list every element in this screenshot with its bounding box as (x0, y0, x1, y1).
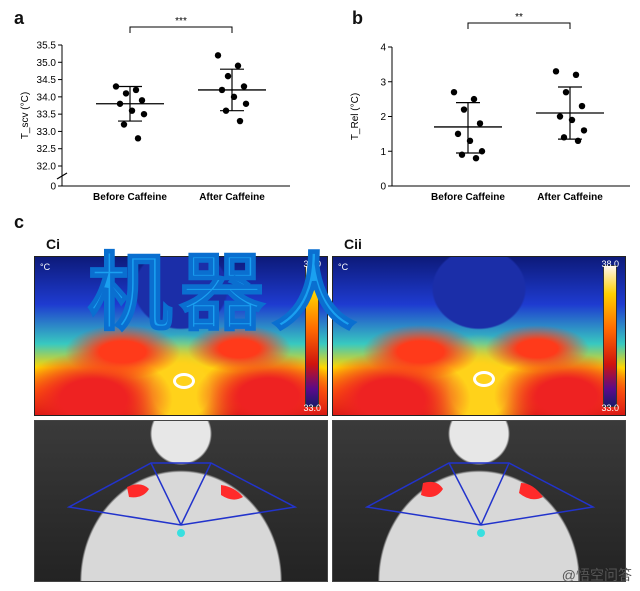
significance-marker: *** (175, 16, 187, 27)
data-point (242, 100, 250, 107)
data-point (562, 88, 570, 96)
data-point (450, 88, 458, 96)
significance-marker: ** (515, 12, 523, 23)
y-tick-label: 33.5 (37, 110, 57, 121)
data-point (470, 95, 478, 103)
data-point (454, 130, 462, 138)
data-point (578, 102, 586, 110)
landmark-overlay (66, 462, 298, 537)
data-point (236, 117, 244, 125)
source-logo: @悟空问答 (561, 567, 632, 583)
y-tick-label: 32.5 (37, 144, 57, 155)
thermal-unit-label: °C (338, 262, 349, 272)
watermark-text: 机器人 (87, 245, 365, 341)
data-point (552, 68, 560, 75)
y-tick-label: 34.0 (37, 92, 57, 103)
y-axis-label: T_scv (°C) (20, 92, 31, 139)
color-scale-min: 33.0 (303, 403, 321, 413)
thermal-heatmap (333, 257, 625, 415)
roi-ring-marker (473, 371, 495, 387)
grayscale-photo-cii (332, 420, 626, 582)
x-category-label: After Caffeine (537, 192, 603, 203)
color-scale-bar (603, 265, 617, 407)
grayscale-photo-ci (34, 420, 328, 582)
y-tick-label: 35.5 (37, 41, 57, 52)
y-tick-label: 32.0 (37, 162, 57, 173)
axis-break-mark (56, 172, 68, 180)
chart-a: 32.0 32.5 33.0 33.5 34.0 34.5 35.0 35.5 0 T_scv (… (20, 16, 290, 203)
data-point (122, 90, 130, 97)
data-point (138, 97, 146, 104)
data-point (134, 135, 142, 142)
significance-bracket (129, 26, 233, 33)
chart-b: 0 1 2 3 4 T_Rel (°C) Before Caffeine After Caff… (350, 12, 630, 203)
data-point (580, 127, 588, 134)
landmark-overlay (364, 462, 596, 537)
neck-photo (333, 421, 625, 581)
sub-panel-label-ci: Ci (46, 236, 60, 252)
panel-label-c: c (14, 212, 25, 232)
panel-label-a: a (14, 8, 25, 28)
color-scale-min: 33.0 (601, 403, 619, 413)
data-point (476, 120, 484, 127)
y-tick-label: 35.0 (37, 58, 57, 69)
data-point (478, 148, 486, 155)
data-point (460, 106, 468, 113)
color-scale-max: 38.0 (601, 259, 619, 269)
data-point (132, 86, 140, 94)
y-tick-label: 2 (380, 112, 386, 123)
significance-bracket (467, 22, 571, 29)
neck-photo (35, 421, 327, 581)
data-point (224, 72, 232, 80)
y-axis-label: T_Rel (°C) (350, 93, 361, 140)
y-tick-label: 34.5 (37, 75, 57, 86)
y-tick-label: 3 (380, 77, 386, 88)
y-tick-label: 0 (380, 182, 386, 193)
x-category-label: Before Caffeine (431, 192, 505, 203)
data-point (140, 110, 148, 118)
x-category-label: After Caffeine (199, 192, 265, 203)
y-tick-label: 0 (50, 182, 56, 193)
color-scale-max: 38.0 (303, 259, 321, 269)
panel-label-b: b (352, 8, 363, 28)
data-point (572, 71, 580, 79)
thermal-image-ci: °C 38.0 33.0 (34, 256, 328, 416)
y-tick-label: 1 (380, 147, 386, 158)
y-tick-label: 33.0 (37, 127, 57, 138)
data-point (472, 155, 480, 162)
sub-panel-label-cii: Cii (344, 236, 362, 252)
data-point (112, 83, 120, 90)
x-category-label: Before Caffeine (93, 192, 167, 203)
data-point (214, 52, 222, 59)
thermal-image-cii: °C 38.0 33.0 (332, 256, 626, 416)
thermal-unit-label: °C (40, 262, 51, 272)
color-scale-bar (305, 265, 319, 407)
data-point (240, 83, 248, 90)
roi-ring-marker (173, 373, 195, 389)
data-point (556, 113, 564, 120)
data-point (234, 62, 242, 69)
data-point (120, 121, 128, 128)
y-tick-label: 4 (380, 43, 386, 54)
